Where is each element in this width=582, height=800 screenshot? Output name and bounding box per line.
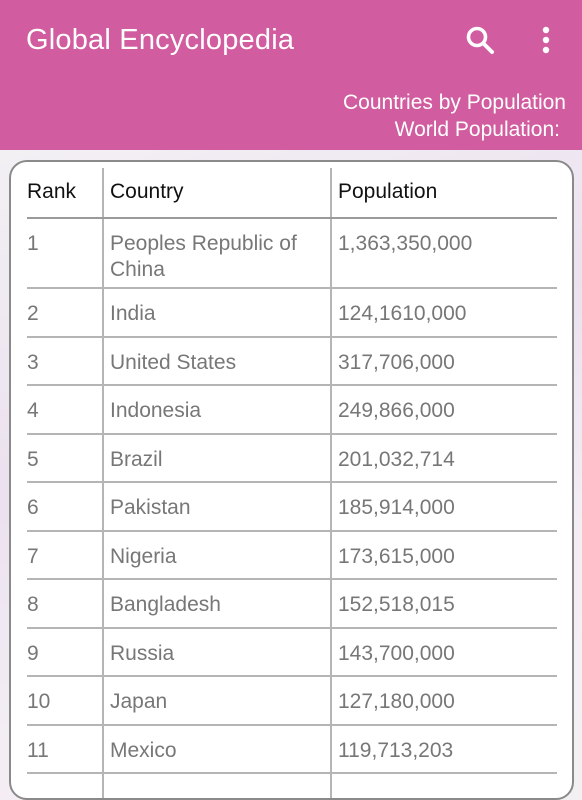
column-header-country[interactable]: Country — [102, 168, 331, 219]
table-row[interactable]: 6 Pakistan 185,914,000 — [27, 482, 557, 532]
table-row[interactable]: 5 Brazil 201,032,714 — [27, 433, 557, 483]
table-row[interactable]: 4 Indonesia 249,866,000 — [27, 385, 557, 435]
column-header-population[interactable]: Population — [330, 168, 557, 219]
table-row[interactable]: 3 United States 317,706,000 — [27, 336, 557, 386]
population-cell: 119,713,203 — [330, 724, 557, 774]
search-button[interactable] — [462, 22, 498, 58]
table-row-partial — [27, 773, 557, 798]
population-cell: 201,032,714 — [330, 433, 557, 483]
country-cell: United States — [102, 336, 331, 386]
population-table: Rank Country Population 1 Peoples Republi… — [27, 168, 557, 798]
population-cell: 124,1610,000 — [330, 288, 557, 338]
rank-cell: 5 — [27, 433, 103, 483]
country-cell: Peoples Republic of China — [102, 218, 331, 289]
page-subtitle: Countries by Population — [343, 91, 566, 114]
country-cell: Bangladesh — [102, 579, 331, 629]
rank-cell: 11 — [27, 724, 103, 774]
table-row[interactable]: 7 Nigeria 173,615,000 — [27, 530, 557, 580]
rank-cell: 1 — [27, 218, 103, 289]
rank-cell: 7 — [27, 530, 103, 580]
population-cell: 143,700,000 — [330, 627, 557, 677]
country-cell: Brazil — [102, 433, 331, 483]
country-cell: Pakistan — [102, 482, 331, 532]
population-cell: 127,180,000 — [330, 676, 557, 726]
population-cell: 173,615,000 — [330, 530, 557, 580]
more-vert-icon — [542, 26, 550, 54]
more-options-button[interactable] — [530, 22, 562, 58]
table-body: 1 Peoples Republic of China 1,363,350,000 2… — [27, 218, 557, 798]
rank-cell: 8 — [27, 579, 103, 629]
population-table-card[interactable]: Rank Country Population 1 Peoples Republi… — [9, 160, 574, 800]
table-row[interactable]: 11 Mexico 119,713,203 — [27, 724, 557, 774]
empty-cell — [330, 773, 557, 798]
country-cell: Indonesia — [102, 385, 331, 435]
table-row[interactable]: 10 Japan 127,180,000 — [27, 676, 557, 726]
table-row[interactable]: 1 Peoples Republic of China 1,363,350,000 — [27, 218, 557, 289]
country-cell: Nigeria — [102, 530, 331, 580]
country-cell: India — [102, 288, 331, 338]
empty-cell — [27, 773, 103, 798]
table-row[interactable]: 2 India 124,1610,000 — [27, 288, 557, 338]
country-cell: Mexico — [102, 724, 331, 774]
rank-cell: 9 — [27, 627, 103, 677]
rank-cell: 10 — [27, 676, 103, 726]
table-row[interactable]: 9 Russia 143,700,000 — [27, 627, 557, 677]
population-cell: 317,706,000 — [330, 336, 557, 386]
population-cell: 152,518,015 — [330, 579, 557, 629]
empty-cell — [102, 773, 331, 798]
table-header-row: Rank Country Population — [27, 168, 557, 219]
population-cell: 1,363,350,000 — [330, 218, 557, 289]
rank-cell: 3 — [27, 336, 103, 386]
rank-cell: 4 — [27, 385, 103, 435]
population-cell: 185,914,000 — [330, 482, 557, 532]
population-cell: 249,866,000 — [330, 385, 557, 435]
world-population-label: World Population: — [394, 118, 560, 141]
rank-cell: 2 — [27, 288, 103, 338]
country-cell: Japan — [102, 676, 331, 726]
country-cell: Russia — [102, 627, 331, 677]
column-header-rank[interactable]: Rank — [27, 168, 103, 219]
app-bar: Global Encyclopedia Countries by Populat… — [0, 0, 582, 150]
table-row[interactable]: 8 Bangladesh 152,518,015 — [27, 579, 557, 629]
search-icon — [466, 26, 494, 54]
app-title: Global Encyclopedia — [26, 24, 295, 56]
rank-cell: 6 — [27, 482, 103, 532]
